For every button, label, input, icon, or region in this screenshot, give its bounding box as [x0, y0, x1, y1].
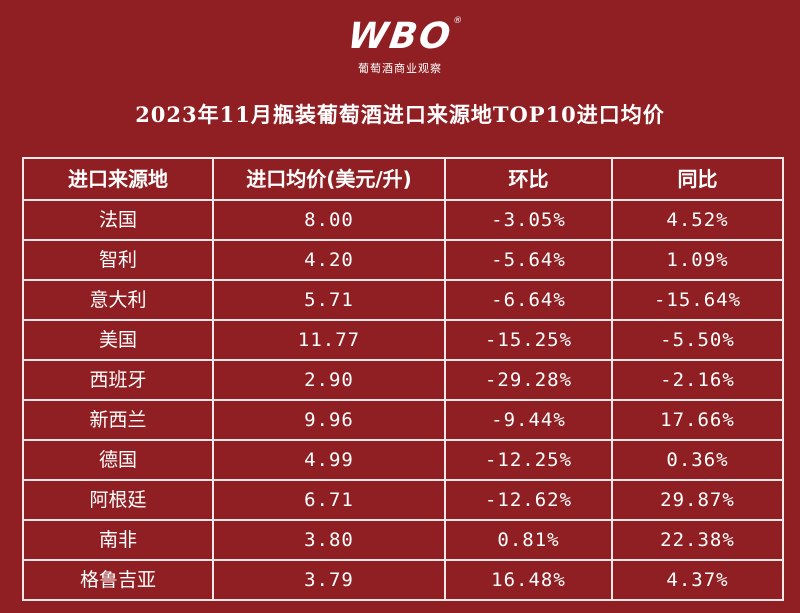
cell-mom: -15.25%	[444, 319, 613, 361]
brand-header: WBO ® 葡萄酒商业观察	[0, 16, 800, 76]
cell-yoy: -2.16%	[611, 359, 784, 401]
cell-yoy: 22.38%	[611, 519, 784, 561]
cell-avg-price: 3.80	[212, 519, 446, 561]
table-row: 新西兰 9.96 -9.44% 17.66%	[22, 399, 784, 441]
table-row: 德国 4.99 -12.25% 0.36%	[22, 439, 784, 481]
cell-origin: 德国	[22, 439, 214, 481]
cell-avg-price: 6.71	[212, 479, 446, 521]
table-row: 法国 8.00 -3.05% 4.52%	[22, 199, 784, 241]
cell-avg-price: 5.71	[212, 279, 446, 321]
table-row: 意大利 5.71 -6.64% -15.64%	[22, 279, 784, 321]
cell-origin: 智利	[22, 239, 214, 281]
header-origin: 进口来源地	[22, 157, 214, 201]
cell-origin: 法国	[22, 199, 214, 241]
cell-avg-price: 4.20	[212, 239, 446, 281]
cell-mom: -29.28%	[444, 359, 613, 401]
table-row: 格鲁吉亚 3.79 16.48% 4.37%	[22, 559, 784, 601]
registered-mark: ®	[452, 16, 465, 26]
cell-yoy: -15.64%	[611, 279, 784, 321]
cell-avg-price: 4.99	[212, 439, 446, 481]
table-row: 西班牙 2.90 -29.28% -2.16%	[22, 359, 784, 401]
price-table: 进口来源地 进口均价(美元/升) 环比 同比 法国 8.00 -3.05% 4.…	[22, 157, 784, 601]
table-row: 阿根廷 6.71 -12.62% 29.87%	[22, 479, 784, 521]
table-row: 智利 4.20 -5.64% 1.09%	[22, 239, 784, 281]
wbo-logo: WBO ®	[345, 16, 465, 57]
cell-avg-price: 8.00	[212, 199, 446, 241]
cell-mom: -12.25%	[444, 439, 613, 481]
brand-tagline: 葡萄酒商业观察	[358, 62, 442, 75]
cell-mom: -5.64%	[444, 239, 613, 281]
cell-avg-price: 3.79	[212, 559, 446, 601]
cell-yoy: 4.37%	[611, 559, 784, 601]
cell-mom: -12.62%	[444, 479, 613, 521]
cell-origin: 新西兰	[22, 399, 214, 441]
cell-mom: -6.64%	[444, 279, 613, 321]
header-yoy: 同比	[611, 157, 784, 201]
table-row: 南非 3.80 0.81% 22.38%	[22, 519, 784, 561]
header-avg-price: 进口均价(美元/升)	[212, 157, 446, 201]
table-header-row: 进口来源地 进口均价(美元/升) 环比 同比	[22, 157, 784, 201]
cell-mom: 16.48%	[444, 559, 613, 601]
cell-avg-price: 9.96	[212, 399, 446, 441]
cell-origin: 西班牙	[22, 359, 214, 401]
cell-mom: 0.81%	[444, 519, 613, 561]
cell-yoy: 1.09%	[611, 239, 784, 281]
cell-origin: 意大利	[22, 279, 214, 321]
cell-yoy: -5.50%	[611, 319, 784, 361]
cell-origin: 美国	[22, 319, 214, 361]
cell-yoy: 29.87%	[611, 479, 784, 521]
cell-yoy: 0.36%	[611, 439, 784, 481]
cell-mom: -3.05%	[444, 199, 613, 241]
cell-origin: 南非	[22, 519, 214, 561]
header-mom: 环比	[444, 157, 613, 201]
cell-yoy: 17.66%	[611, 399, 784, 441]
table-row: 美国 11.77 -15.25% -5.50%	[22, 319, 784, 361]
price-table-container: 进口来源地 进口均价(美元/升) 环比 同比 法国 8.00 -3.05% 4.…	[22, 157, 784, 601]
logo-text: WBO	[345, 16, 455, 57]
cell-avg-price: 2.90	[212, 359, 446, 401]
cell-origin: 阿根廷	[22, 479, 214, 521]
cell-avg-price: 11.77	[212, 319, 446, 361]
page-title: 2023年11月瓶装葡萄酒进口来源地TOP10进口均价	[135, 102, 665, 127]
cell-yoy: 4.52%	[611, 199, 784, 241]
cell-mom: -9.44%	[444, 399, 613, 441]
cell-origin: 格鲁吉亚	[22, 559, 214, 601]
